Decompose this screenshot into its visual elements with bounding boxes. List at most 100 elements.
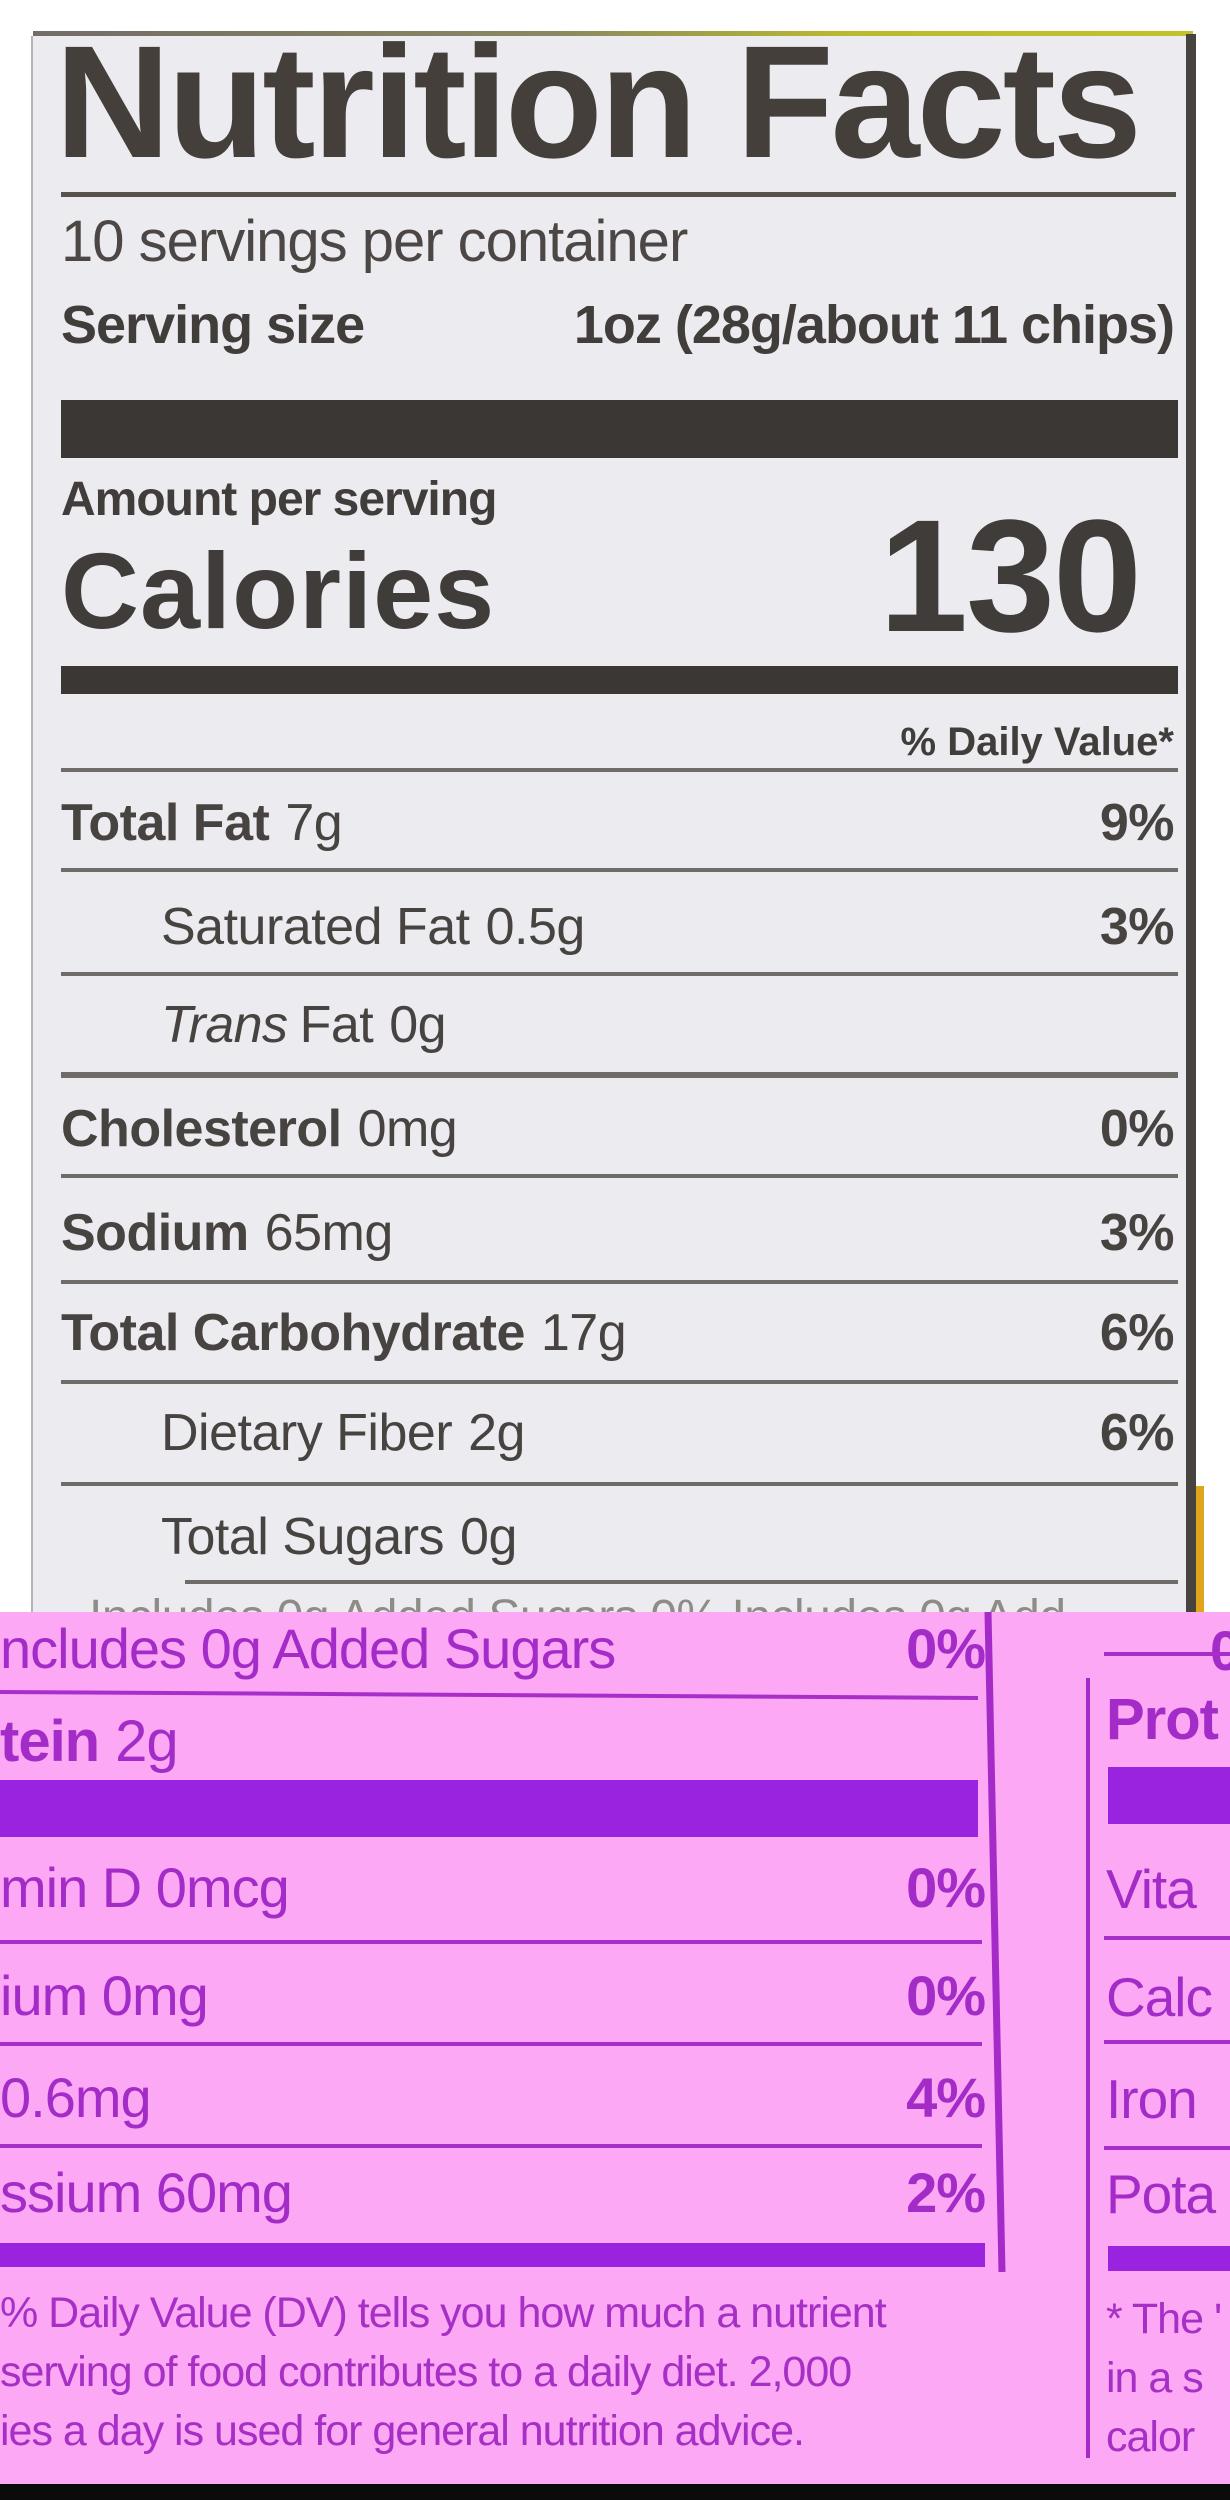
daily-value-footnote: % Daily Value (DV) tells you how much a … — [0, 2284, 887, 2461]
nutrient-percent: 3% — [1099, 1204, 1175, 1262]
daily-value-header: % Daily Value* — [900, 720, 1174, 764]
separator-line — [0, 2144, 982, 2148]
protein-label-fragment: Prot — [1106, 1687, 1219, 1752]
thin-purple-bar — [0, 2243, 985, 2267]
separator-line — [0, 2042, 982, 2046]
nutrient-name: Total Sugars — [161, 1508, 445, 1566]
thick-divider-bar — [61, 400, 1178, 458]
nutrient-row-sodium: Sodium 65mg 3% — [61, 1204, 1175, 1262]
second-label-divider-line — [1086, 1678, 1090, 2458]
separator-line — [1104, 2040, 1230, 2044]
vitamin-row-calcium: ium 0mg 0% — [0, 1964, 986, 2027]
vitamin-row-potassium: ssium 60mg 2% — [0, 2161, 986, 2224]
servings-per-container: 10 servings per container — [61, 209, 688, 274]
nutrient-name: Dietary Fiber — [161, 1404, 453, 1462]
footnote-line: ies a day is used for general nutrition … — [0, 2407, 805, 2455]
amount-per-serving-label: Amount per serving — [61, 473, 497, 526]
calories-label: Calories — [61, 530, 496, 651]
thick-purple-bar — [0, 1780, 978, 1837]
nutrient-name: Saturated Fat — [161, 898, 470, 956]
clipped-added-sugars-row: Includes 0g Added Sugars 0% Includes 0g … — [89, 1590, 1066, 1612]
thin-purple-bar — [1108, 2246, 1230, 2271]
second-label-column: 0 Prot Vita Calc Iron Pota * The ' in a … — [1104, 1612, 1230, 2484]
protein-amount: 2g — [115, 1709, 179, 1774]
separator-line — [61, 972, 1178, 976]
footnote-line: % Daily Value (DV) tells you how much a … — [0, 2289, 887, 2337]
nutrient-row-cholesterol: Cholesterol 0mg 0% — [61, 1100, 1175, 1158]
nutrient-name-italic: Trans — [161, 996, 288, 1054]
separator-line — [61, 1280, 1178, 1284]
pink-label-section: ncludes 0g Added Sugars 0% tein 2g min D… — [0, 1612, 1230, 2484]
separator-line — [1104, 1652, 1230, 1656]
vitamin-text: ium 0mg — [0, 1964, 209, 2027]
nutrient-amount: 17g — [540, 1304, 627, 1362]
vitamin-text: ssium 60mg — [0, 2161, 293, 2224]
bag-top-edge-line — [33, 31, 1193, 37]
separator-line — [61, 1072, 1178, 1078]
separator-line — [61, 1482, 1178, 1486]
separator-line — [0, 1940, 982, 1944]
nutrient-amount: 0g — [460, 1508, 517, 1566]
bag-gold-edge-sliver — [1196, 1486, 1204, 1612]
footnote-line: in a s — [1106, 2354, 1204, 2402]
nutrient-name: Fat — [299, 996, 374, 1054]
title-rule — [61, 192, 1176, 197]
nutrient-name: Cholesterol — [61, 1100, 342, 1158]
nutrient-row-total-fat: Total Fat 7g 9% — [61, 794, 1175, 852]
calories-value: 130 — [879, 486, 1142, 665]
nutrient-percent: 0% — [1099, 1100, 1175, 1158]
nutrient-percent: 6% — [1099, 1404, 1175, 1462]
nutrient-row-total-carbohydrate: Total Carbohydrate 17g 6% — [61, 1304, 1175, 1362]
nutrient-name: Sodium — [61, 1204, 249, 1262]
vitamin-percent: 0% — [906, 1856, 986, 1919]
footnote-line: serving of food contributes to a daily d… — [0, 2348, 852, 2396]
vitamin-percent: 4% — [906, 2066, 986, 2129]
nutrient-amount: 0.5g — [485, 898, 586, 956]
nutrient-amount: 7g — [285, 794, 343, 852]
nutrient-name: Total Carbohydrate — [61, 1304, 525, 1362]
vitamin-row-vitamin-d: min D 0mcg 0% — [0, 1856, 986, 1919]
vitamin-row-iron: 0.6mg 4% — [0, 2066, 986, 2129]
serving-size-value: 1oz (28g/about 11 chips) — [573, 295, 1175, 355]
nutrient-row-trans-fat: Trans Fat 0g — [61, 996, 1174, 1054]
nutrient-percent: 3% — [1099, 898, 1175, 956]
separator-line — [0, 1690, 978, 1700]
serving-size-row: Serving size 1oz (28g/about 11 chips) — [61, 294, 1175, 356]
vitamin-text: min D 0mcg — [0, 1856, 290, 1919]
nutrient-row-total-sugars: Total Sugars 0g — [61, 1508, 1174, 1566]
separator-line-indented — [185, 1580, 1178, 1584]
separator-line — [1104, 2146, 1230, 2150]
vitamin-text-fragment: Vita — [1106, 1858, 1197, 1920]
vitamin-text: 0.6mg — [0, 2066, 152, 2129]
nutrient-row-saturated-fat: Saturated Fat 0.5g 3% — [61, 898, 1175, 956]
nutrient-name: Total Fat — [61, 794, 270, 852]
nutrient-row-dietary-fiber: Dietary Fiber 2g 6% — [61, 1404, 1175, 1462]
protein-label-fragment: tein — [0, 1709, 100, 1774]
separator-line — [61, 868, 1178, 872]
separator-line — [61, 1174, 1178, 1178]
protein-row: tein 2g — [0, 1710, 985, 1774]
added-sugars-row: ncludes 0g Added Sugars 0% — [0, 1617, 986, 1680]
nutrient-percent: 6% — [1099, 1304, 1175, 1362]
panel-title: Nutrition Facts — [55, 36, 1142, 191]
label-right-edge — [1186, 34, 1196, 1612]
footnote-line: calor — [1106, 2413, 1195, 2461]
vitamin-text-fragment: Calc — [1106, 1966, 1213, 2028]
added-sugars-percent-fragment: 0 — [1210, 1619, 1230, 1682]
vitamin-text-fragment: Iron — [1106, 2068, 1198, 2130]
vitamin-percent: 0% — [906, 1964, 986, 2027]
nutrient-amount: 0mg — [357, 1100, 458, 1158]
separator-line — [1104, 1936, 1230, 1940]
bottom-black-bar — [0, 2484, 1230, 2500]
nutrient-percent: 9% — [1099, 794, 1175, 852]
separator-line — [61, 768, 1178, 772]
nutrient-amount: 2g — [468, 1404, 525, 1462]
nutrition-facts-panel: Nutrition Facts 10 servings per containe… — [33, 36, 1186, 1612]
added-sugars-text: ncludes 0g Added Sugars — [0, 1617, 616, 1680]
nutrient-amount: 65mg — [264, 1204, 394, 1262]
separator-line — [61, 1380, 1178, 1384]
vitamin-percent: 2% — [906, 2161, 986, 2224]
daily-value-footnote-fragment: * The ' in a s calor — [1106, 2290, 1222, 2467]
nutrient-amount: 0g — [389, 996, 447, 1054]
added-sugars-percent: 0% — [906, 1617, 986, 1680]
